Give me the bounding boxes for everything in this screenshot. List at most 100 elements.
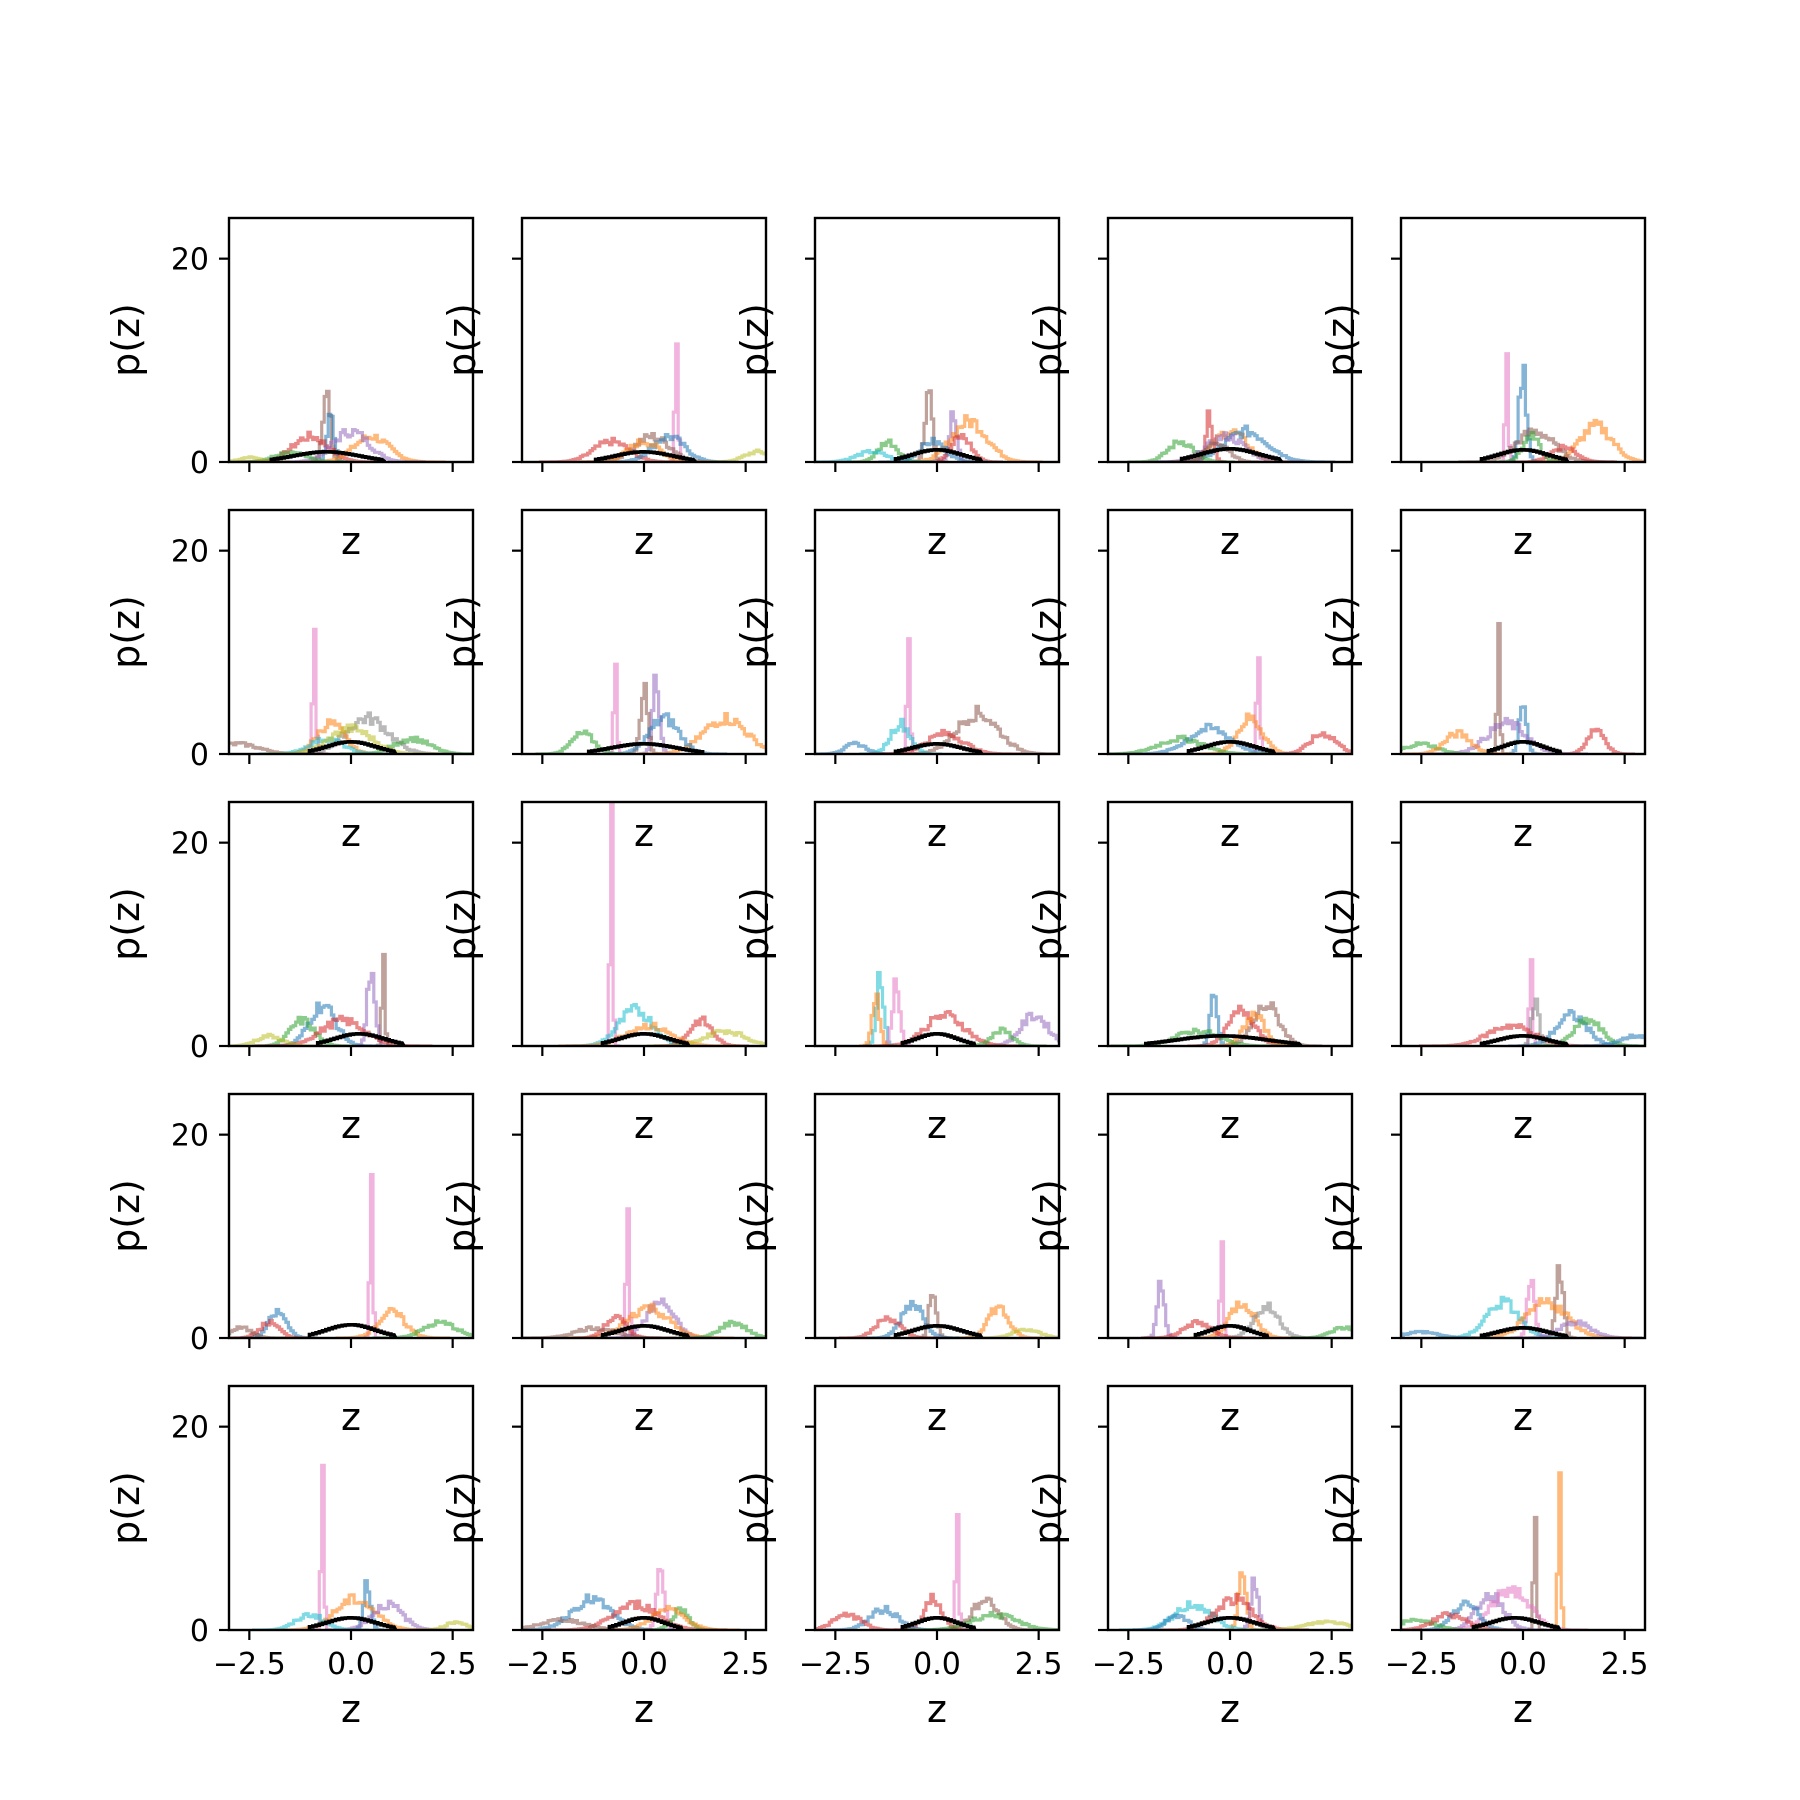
stacked-distribution [1479, 1326, 1570, 1338]
panel-r4-c5: z p(z) [1319, 1092, 1647, 1439]
y-axis-label: p(z) [1026, 303, 1070, 377]
y-axis-label: p(z) [104, 595, 148, 669]
x-axis-label: z [1220, 1103, 1240, 1147]
x-axis-label: z [1220, 519, 1240, 563]
y-axis-label: p(z) [440, 595, 484, 669]
x-tick-label: 0.0 [620, 1647, 668, 1682]
y-axis-label: p(z) [733, 303, 777, 377]
x-axis-label: z [1220, 1395, 1240, 1439]
y-tick-label: 0 [190, 1030, 209, 1065]
x-axis-label: z [927, 1103, 947, 1147]
stacked-distribution [1471, 1616, 1562, 1630]
y-axis-label: p(z) [440, 887, 484, 961]
stacked-distribution [586, 742, 705, 754]
panel-r2-c2: z p(z) [440, 508, 768, 855]
stacked-distribution [1186, 740, 1277, 754]
stacked-distribution [307, 1616, 398, 1630]
x-axis-label: z [634, 1395, 654, 1439]
y-tick-label: 0 [190, 1322, 209, 1357]
x-axis-label: z [927, 1687, 947, 1731]
x-axis-label: z [1220, 1687, 1240, 1731]
y-axis-label: p(z) [1319, 303, 1363, 377]
stacked-distribution [593, 450, 697, 462]
x-tick-label: −2.5 [213, 1647, 286, 1682]
panel-r1-c5: z p(z) [1319, 216, 1647, 563]
x-axis-label: z [1513, 1395, 1533, 1439]
stacked-distribution [315, 1032, 406, 1046]
x-tick-label: −2.5 [506, 1647, 579, 1682]
x-axis-label: z [1513, 811, 1533, 855]
panel-r3-c1: 0 20 z p(z) [104, 800, 475, 1147]
y-axis-label: p(z) [440, 1179, 484, 1253]
stacked-distribution [1486, 740, 1563, 754]
panel-grid: 0 20 z p(z) z p(z) z p(z) z p(z) z p(z) 0 20 z p(z) z p(z… [104, 216, 1649, 1731]
x-axis-label: z [634, 811, 654, 855]
x-axis-label: z [634, 1687, 654, 1731]
y-axis-label: p(z) [1026, 595, 1070, 669]
x-axis-label: z [927, 811, 947, 855]
x-axis-label: z [341, 519, 361, 563]
x-axis-label: z [1513, 519, 1533, 563]
histogram-series-3 [896, 414, 1043, 462]
y-axis-label: p(z) [104, 303, 148, 377]
panel-r1-c4: z p(z) [1026, 216, 1354, 563]
x-tick-label: −2.5 [1385, 1647, 1458, 1682]
stacked-distribution [600, 1324, 691, 1338]
y-axis-label: p(z) [104, 887, 148, 961]
y-tick-label: 0 [190, 738, 209, 773]
stacked-distribution [1479, 448, 1570, 462]
x-tick-label: 2.5 [1015, 1647, 1063, 1682]
panel-r1-c2: z p(z) [440, 216, 768, 563]
stacked-distribution [1479, 1034, 1570, 1046]
y-axis-label: p(z) [1319, 887, 1363, 961]
x-tick-label: 0.0 [913, 1647, 961, 1682]
stacked-distribution [900, 1032, 977, 1046]
stacked-distribution [1193, 1324, 1270, 1338]
panel-r4-c3: z p(z) [733, 1092, 1061, 1439]
y-axis-label: p(z) [1319, 1471, 1363, 1545]
x-axis-label: z [341, 811, 361, 855]
y-axis-label: p(z) [733, 595, 777, 669]
stacked-distribution [1179, 447, 1284, 462]
stacked-distribution [1144, 1034, 1303, 1046]
panel-r4-c4: z p(z) [1026, 1092, 1354, 1439]
panel-r5-c4: −2.5 0.0 2.5 z p(z) [1026, 1384, 1356, 1731]
x-axis-label: z [1513, 1687, 1533, 1731]
x-tick-label: −2.5 [799, 1647, 872, 1682]
y-axis-label: p(z) [440, 303, 484, 377]
x-axis-label: z [634, 1103, 654, 1147]
x-axis-label: z [341, 1103, 361, 1147]
panel-r5-c2: −2.5 0.0 2.5 z p(z) [440, 1384, 770, 1731]
x-axis-label: z [927, 519, 947, 563]
x-axis-label: z [1220, 811, 1240, 855]
x-axis-label: z [634, 519, 654, 563]
y-tick-label: 0 [190, 1614, 209, 1649]
x-tick-label: 0.0 [327, 1647, 375, 1682]
panel-r4-c1: 0 20 z p(z) [104, 1092, 475, 1439]
panel-r1-c1: 0 20 z p(z) [104, 216, 475, 563]
stacked-distribution [307, 740, 398, 754]
y-axis-label: p(z) [1319, 595, 1363, 669]
stacked-distribution [607, 1616, 684, 1630]
stacked-distribution [600, 1032, 691, 1046]
x-tick-label: 0.0 [1206, 1647, 1254, 1682]
x-axis-label: z [1513, 1103, 1533, 1147]
x-axis-label: z [341, 1395, 361, 1439]
panel-r3-c4: z p(z) [1026, 800, 1354, 1147]
panel-r5-c5: −2.5 0.0 2.5 z p(z) [1319, 1384, 1649, 1731]
y-tick-label: 20 [171, 827, 209, 862]
y-tick-label: 20 [171, 1411, 209, 1446]
x-tick-label: 2.5 [722, 1647, 770, 1682]
stacked-distribution [307, 1323, 398, 1338]
panel-r4-c2: z p(z) [440, 1092, 768, 1439]
y-axis-label: p(z) [1026, 1179, 1070, 1253]
stacked-distribution [900, 1616, 977, 1630]
panel-r3-c2: z p(z) [440, 800, 768, 1147]
x-tick-label: 2.5 [429, 1647, 477, 1682]
panel-r2-c3: z p(z) [733, 508, 1061, 855]
y-axis-label: p(z) [104, 1179, 148, 1253]
panel-r3-c5: z p(z) [1319, 800, 1647, 1147]
panel-r1-c3: z p(z) [733, 216, 1061, 563]
